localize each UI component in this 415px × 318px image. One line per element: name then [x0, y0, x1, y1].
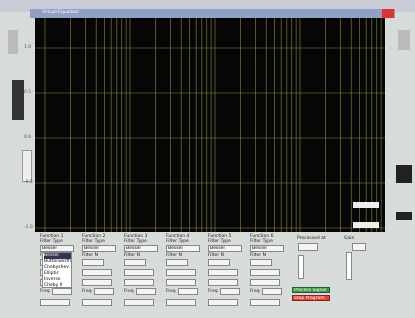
freq-label: Freq — [124, 289, 134, 294]
y-tick-label: 0.0 — [24, 135, 31, 140]
y-tick-label: -1.0 — [24, 225, 33, 230]
freq-field[interactable] — [262, 288, 282, 295]
field[interactable] — [166, 299, 196, 306]
process-slider[interactable] — [298, 255, 304, 279]
right-control[interactable] — [398, 30, 410, 50]
dropdown-item[interactable]: Cheby II — [44, 283, 71, 288]
filter-type-select[interactable]: Bessel — [208, 245, 242, 252]
order-label: Filter N — [82, 253, 98, 258]
filter-type-select[interactable]: Bessel — [82, 245, 116, 252]
filter-type-select[interactable]: Bessel — [250, 245, 284, 252]
field[interactable] — [166, 279, 196, 286]
y-tick-label: 0.5 — [24, 90, 31, 95]
order-label: Filter N — [208, 253, 224, 258]
field[interactable] — [40, 299, 70, 306]
y-tick-label: -0.5 — [24, 180, 33, 185]
filter-type-label: Filter Type — [40, 239, 63, 244]
order-field[interactable] — [124, 259, 146, 266]
screen: Virtual Equalizer Processed at Gain Proc… — [0, 0, 415, 318]
field[interactable] — [124, 279, 154, 286]
window-title: Virtual Equalizer — [42, 10, 79, 15]
filter-type-label: Filter Type — [250, 239, 273, 244]
field[interactable] — [82, 269, 112, 276]
field[interactable] — [208, 279, 238, 286]
freq-label: Freq — [250, 289, 260, 294]
field[interactable] — [124, 299, 154, 306]
order-field[interactable] — [250, 259, 272, 266]
process-label: Processed at — [297, 236, 326, 241]
stop-button[interactable]: Stop Program — [292, 295, 330, 301]
gain-slider[interactable] — [346, 252, 352, 280]
freq-field[interactable] — [94, 288, 114, 295]
freq-field[interactable] — [136, 288, 156, 295]
field[interactable] — [208, 299, 238, 306]
freq-field[interactable] — [52, 288, 72, 295]
filter-type-label: Filter Type — [166, 239, 189, 244]
order-field[interactable] — [208, 259, 230, 266]
plot — [35, 18, 385, 232]
freq-field[interactable] — [220, 288, 240, 295]
field[interactable] — [124, 269, 154, 276]
title-bar: Virtual Equalizer — [30, 9, 395, 18]
gain-label: Gain — [344, 236, 354, 241]
field[interactable] — [250, 279, 280, 286]
left-control[interactable] — [8, 30, 18, 54]
left-meter — [12, 80, 24, 120]
field[interactable] — [82, 279, 112, 286]
field[interactable] — [208, 269, 238, 276]
order-label: Filter N — [166, 253, 182, 258]
start-button[interactable]: Process Signal — [292, 287, 330, 293]
legend-box — [353, 222, 379, 228]
filter-type-label: Filter Type — [124, 239, 147, 244]
plot-area — [35, 18, 385, 232]
gain-field[interactable] — [352, 243, 366, 251]
freq-label: Freq — [40, 289, 50, 294]
order-field[interactable] — [166, 259, 188, 266]
freq-label: Freq — [82, 289, 92, 294]
freq-label: Freq — [208, 289, 218, 294]
field[interactable] — [166, 269, 196, 276]
freq-label: Freq — [166, 289, 176, 294]
right-indicator — [396, 165, 412, 183]
legend-box — [353, 202, 379, 208]
filter-type-label: Filter Type — [82, 239, 105, 244]
freq-field[interactable] — [178, 288, 198, 295]
right-indicator — [396, 212, 412, 220]
left-slider[interactable] — [22, 150, 32, 182]
y-tick-label: 1.0 — [24, 45, 31, 50]
order-field[interactable] — [82, 259, 104, 266]
field[interactable] — [82, 299, 112, 306]
field[interactable] — [250, 269, 280, 276]
process-field[interactable] — [298, 243, 318, 251]
filter-type-label: Filter Type — [208, 239, 231, 244]
order-label: Filter N — [124, 253, 140, 258]
filter-type-select[interactable]: Bessel — [124, 245, 158, 252]
order-label: Filter N — [250, 253, 266, 258]
close-button[interactable] — [382, 9, 394, 18]
filter-type-select[interactable]: Bessel — [166, 245, 200, 252]
field[interactable] — [250, 299, 280, 306]
filter-type-select[interactable]: Bessel — [40, 245, 74, 252]
